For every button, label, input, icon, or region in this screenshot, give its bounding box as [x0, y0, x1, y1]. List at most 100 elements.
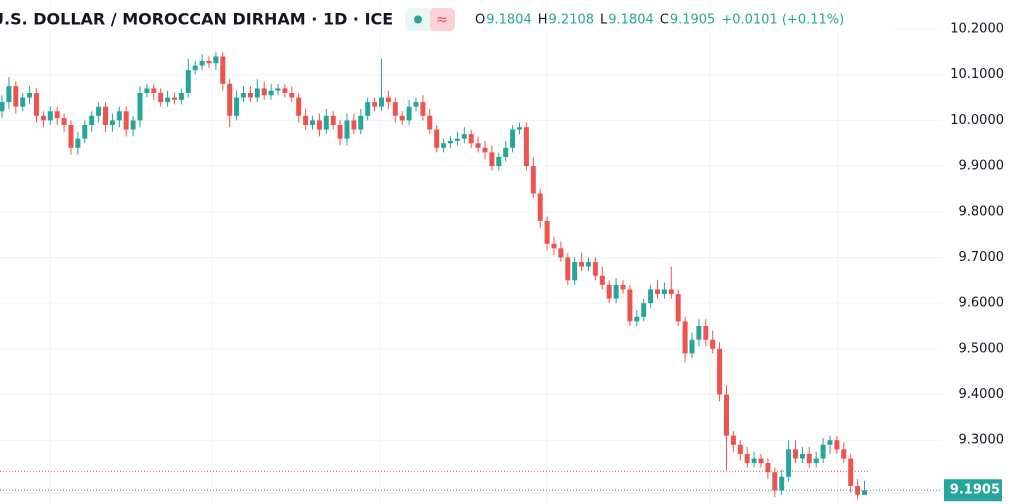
candle-body: [123, 111, 129, 130]
candle-body: [96, 106, 102, 116]
chart-title: U.S. DOLLAR / MOROCCAN DIRHAM · 1D · ICE: [0, 10, 393, 29]
candle-body: [648, 289, 654, 304]
candle-body: [793, 449, 798, 459]
candle-body: [751, 458, 757, 464]
candle-body: [744, 453, 750, 464]
candle-body: [765, 463, 771, 473]
candle-body: [379, 97, 384, 107]
candle-body: [620, 284, 626, 290]
candle-body: [296, 97, 302, 116]
candle-body: [641, 303, 647, 317]
y-tick-label: 10.1000: [950, 67, 1004, 82]
candle-body: [572, 262, 578, 281]
candle-body: [510, 129, 516, 148]
candle-body: [606, 284, 612, 299]
candle-body: [655, 289, 660, 295]
candle-body: [737, 444, 743, 454]
candle-body: [358, 115, 364, 130]
candle-body: [344, 120, 350, 139]
candle-body: [834, 440, 840, 450]
candle-body: [758, 458, 764, 464]
candle-body: [551, 243, 557, 249]
candle-body: [0, 102, 5, 112]
candle-body: [75, 138, 81, 148]
candle-body: [682, 321, 688, 354]
candle-body: [103, 106, 108, 125]
toggle-right[interactable]: [430, 8, 455, 31]
candle-body: [661, 289, 667, 295]
candle-body: [565, 257, 571, 281]
status-key: H: [538, 13, 548, 28]
y-tick-label: 9.3000: [959, 433, 1005, 448]
candle-body: [213, 56, 219, 64]
candle-body: [710, 339, 716, 349]
status-change: +0.0101 (+0.11%): [721, 13, 844, 28]
y-tick-label: 9.6000: [959, 296, 1005, 311]
candle-body: [530, 166, 536, 194]
candle-body: [806, 453, 812, 464]
status-value: 9.1905: [670, 13, 716, 28]
candle-body: [454, 138, 460, 141]
candle-body: [820, 444, 826, 459]
last-price-label: 9.1905: [950, 483, 1000, 498]
candle-body: [151, 88, 157, 93]
candle-body: [261, 88, 267, 96]
y-tick-label: 9.4000: [959, 387, 1005, 402]
y-tick-label: 9.9000: [959, 159, 1005, 174]
y-tick-label: 10.2000: [950, 22, 1004, 37]
candle-body: [668, 289, 674, 295]
candle-body: [20, 97, 26, 107]
candle-body: [54, 111, 60, 119]
candle-body: [89, 115, 95, 125]
price-axis: 10.2000 10.1000 10.0000 9.9000 9.8000 9.7000 9…: [944, 22, 1004, 502]
candle-body: [724, 394, 729, 436]
candle-body: [227, 83, 233, 116]
candle-body: [634, 316, 640, 322]
candle-body: [730, 435, 736, 445]
candle-body: [537, 193, 543, 221]
candle-body: [592, 262, 598, 276]
candle-body: [461, 134, 467, 139]
status-key: L: [600, 13, 608, 28]
candle-body: [6, 86, 12, 103]
status-key: O: [475, 13, 485, 28]
candle-body: [613, 284, 619, 299]
candle-body: [441, 143, 447, 148]
candle-body: [185, 70, 191, 93]
status-value: 9.1804: [486, 13, 532, 28]
candle-body: [158, 92, 164, 103]
status-value: 9.2108: [549, 13, 595, 28]
candle-body: [385, 97, 391, 103]
candle-body: [786, 449, 792, 477]
candle-body: [848, 458, 854, 486]
candle-body: [413, 102, 419, 107]
candle-body: [68, 124, 74, 148]
candle-body: [61, 118, 67, 125]
candle-body: [220, 56, 226, 84]
candle-body: [558, 248, 564, 258]
candle-body: [144, 88, 150, 93]
candle-body: [192, 65, 198, 71]
candle-body: [841, 449, 847, 459]
candle-body: [303, 115, 309, 125]
candle-body: [310, 120, 315, 125]
candle-body: [130, 120, 136, 130]
candle-body: [627, 289, 633, 322]
candle-body: [330, 115, 336, 125]
candle-body: [241, 92, 246, 98]
candle-body: [717, 348, 723, 395]
candle-body: [365, 102, 371, 116]
candle-body: [696, 325, 702, 340]
candle-body: [275, 88, 281, 91]
candle-body: [172, 97, 177, 100]
candle-body: [234, 97, 240, 116]
candle-body: [862, 490, 867, 495]
candle-body: [420, 102, 426, 116]
candle-body: [579, 262, 585, 267]
candle-body: [34, 92, 39, 116]
candle-body: [496, 156, 502, 167]
candle-body: [268, 90, 274, 96]
toggle-icon: ≈: [436, 12, 448, 28]
candle-body: [406, 106, 412, 121]
